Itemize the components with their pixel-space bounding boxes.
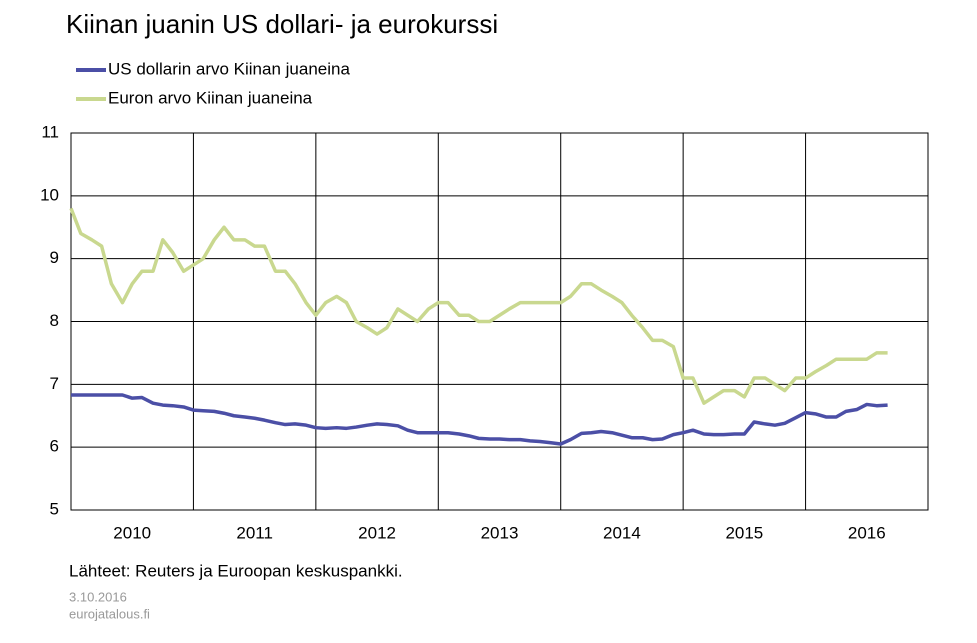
y-tick-label: 9 — [50, 248, 59, 267]
chart-title: Kiinan juanin US dollari- ja eurokurssi — [66, 9, 498, 39]
y-tick-label: 5 — [50, 499, 59, 518]
y-tick-label: 11 — [41, 122, 59, 141]
x-tick-label: 2013 — [481, 523, 519, 542]
series-line — [71, 393, 888, 446]
x-tick-label: 2015 — [725, 523, 763, 542]
y-tick-label: 7 — [50, 374, 59, 393]
y-tick-label: 6 — [50, 437, 59, 456]
legend-label: Euron arvo Kiinan juaneina — [108, 88, 313, 107]
plot-frame — [70, 132, 929, 511]
date-note: 3.10.2016 — [69, 589, 127, 604]
x-tick-label: 2010 — [113, 523, 151, 542]
series-line — [69, 207, 888, 405]
x-tick-label: 2011 — [236, 523, 273, 542]
y-tick-label: 10 — [40, 185, 59, 204]
source-note: Lähteet: Reuters ja Euroopan keskuspankk… — [69, 561, 403, 580]
x-tick-label: 2014 — [603, 523, 641, 542]
legend-label: US dollarin arvo Kiinan juaneina — [108, 59, 350, 78]
x-tick-label: 2016 — [848, 523, 886, 542]
y-tick-label: 8 — [50, 311, 59, 330]
x-tick-label: 2012 — [358, 523, 396, 542]
site-note: eurojatalous.fi — [69, 606, 150, 621]
